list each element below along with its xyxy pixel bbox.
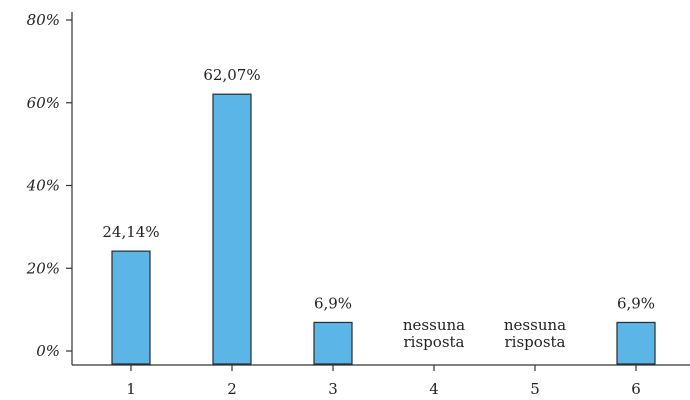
bar <box>313 321 353 365</box>
data-label: nessuna risposta <box>504 316 566 351</box>
y-axis: 0% 20% 40% 60% 80% <box>26 11 73 365</box>
x-tick-label: 1 <box>126 380 136 398</box>
bar <box>111 250 151 365</box>
data-label: 6,9% <box>314 294 352 312</box>
data-label: 24,14% <box>102 223 159 241</box>
x-tick-label: 6 <box>631 380 641 398</box>
x-tick-label: 3 <box>328 380 338 398</box>
x-tick-label: 4 <box>429 380 439 398</box>
bar <box>616 321 656 365</box>
y-tick-label: 40% <box>26 177 60 195</box>
y-tick-label: 20% <box>26 259 60 277</box>
y-tick-label: 0% <box>36 342 60 360</box>
x-tick-label: 2 <box>227 380 237 398</box>
y-tick-label: 80% <box>27 11 60 29</box>
data-label: 6,9% <box>617 294 655 312</box>
data-label: 62,07% <box>203 66 260 84</box>
x-tick-label: 5 <box>530 380 540 398</box>
y-tick-label: 60% <box>27 94 60 112</box>
bar <box>212 93 252 365</box>
data-label: nessuna risposta <box>403 316 465 351</box>
bars <box>111 93 656 365</box>
data-labels: 24,14% 62,07% 6,9% nessuna risposta nessuna ri… <box>102 66 655 351</box>
x-axis: 1 2 3 4 5 6 <box>72 364 690 398</box>
